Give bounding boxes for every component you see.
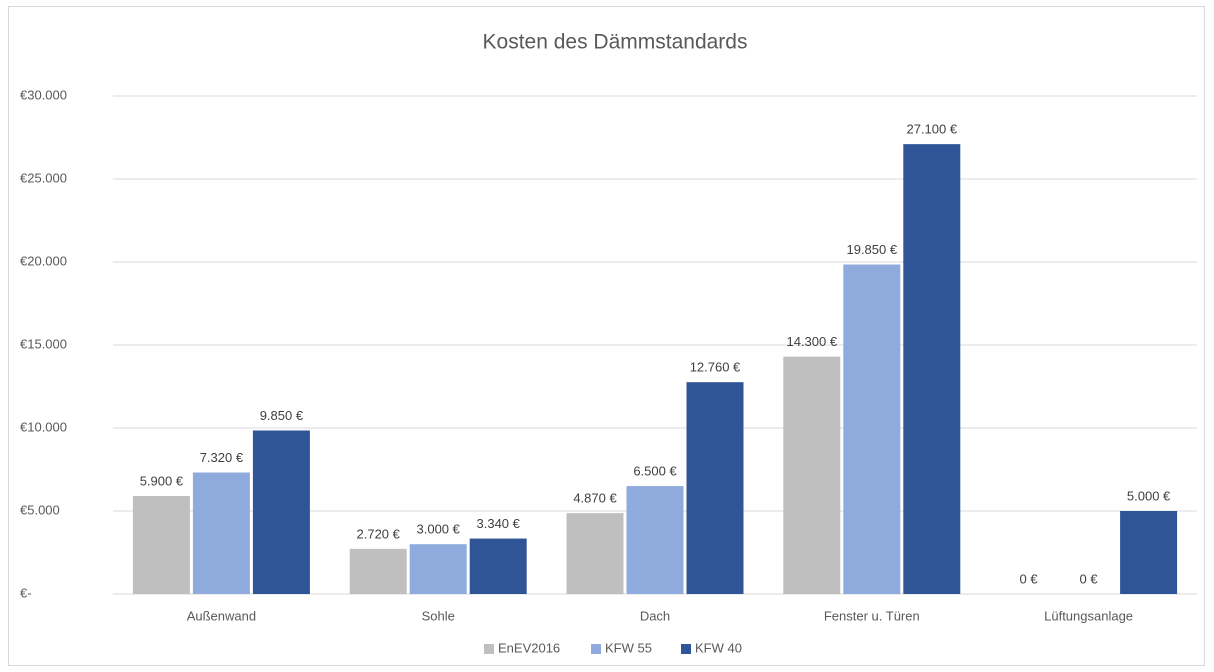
legend-swatch — [484, 644, 494, 654]
bar — [349, 548, 407, 594]
x-tick-label: Lüftungsanlage — [1044, 608, 1133, 623]
legend-label: EnEV2016 — [498, 640, 560, 655]
value-label: 9.850 € — [260, 408, 304, 423]
y-tick-label: €20.000 — [20, 253, 67, 268]
value-label: 4.870 € — [573, 491, 617, 506]
bar — [252, 430, 310, 594]
value-label: 27.100 € — [906, 122, 957, 137]
bar — [409, 544, 467, 594]
bar — [843, 264, 901, 594]
bar — [469, 538, 527, 594]
value-label: 14.300 € — [786, 334, 837, 349]
bar — [1120, 511, 1178, 594]
bar — [686, 382, 744, 594]
legend-swatch — [681, 644, 691, 654]
y-tick-label: €- — [20, 585, 32, 600]
bar — [566, 513, 624, 594]
value-label: 5.900 € — [140, 473, 184, 488]
bar — [132, 496, 190, 594]
bar — [192, 472, 250, 594]
x-tick-label: Sohle — [422, 608, 455, 623]
value-label: 3.000 € — [417, 522, 461, 537]
bar — [903, 144, 961, 594]
bar — [626, 486, 684, 594]
y-tick-label: €15.000 — [20, 336, 67, 351]
y-tick-label: €30.000 — [20, 87, 67, 102]
x-tick-label: Dach — [640, 608, 670, 623]
bar — [783, 356, 841, 594]
legend-label: KFW 55 — [605, 640, 652, 655]
value-label: 0 € — [1020, 571, 1039, 586]
value-label: 3.340 € — [477, 516, 521, 531]
value-label: 7.320 € — [200, 450, 244, 465]
y-tick-label: €5.000 — [20, 502, 60, 517]
value-label: 19.850 € — [846, 242, 897, 257]
legend-swatch — [591, 644, 601, 654]
value-label: 6.500 € — [633, 464, 677, 479]
value-label: 2.720 € — [357, 526, 401, 541]
chart-title: Kosten des Dämmstandards — [483, 31, 748, 54]
legend-label: KFW 40 — [695, 640, 742, 655]
value-label: 5.000 € — [1127, 488, 1171, 503]
value-label: 12.760 € — [690, 360, 741, 375]
y-tick-label: €25.000 — [20, 170, 67, 185]
x-tick-label: Fenster u. Türen — [824, 608, 920, 623]
y-tick-label: €10.000 — [20, 419, 67, 434]
value-label: 0 € — [1080, 571, 1099, 586]
x-tick-label: Außenwand — [187, 608, 256, 623]
